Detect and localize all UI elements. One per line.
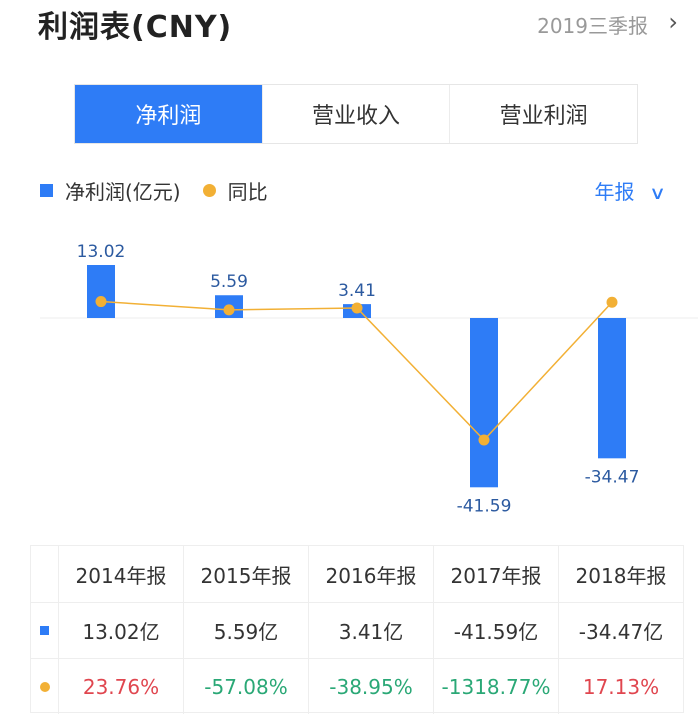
table-cell-yoy: -1318.77%	[433, 659, 558, 714]
yoy-point	[606, 296, 618, 308]
yoy-point	[351, 302, 363, 314]
bar-value-label: -34.47	[585, 467, 640, 487]
chevron-right-icon[interactable]: ›	[668, 8, 678, 36]
table-cell: 3.41亿	[308, 603, 433, 658]
legend-line-swatch	[202, 184, 216, 197]
tab-net-profit[interactable]: 净利润	[75, 85, 262, 143]
bar-value-label: -41.59	[457, 496, 512, 516]
bar-value-label: 13.02	[77, 242, 126, 262]
table-cell-yoy: -38.95%	[308, 659, 433, 714]
tab-operating-profit[interactable]: 营业利润	[449, 85, 637, 143]
table-row-net-profit: 13.02亿 5.59亿 3.41亿 -41.59亿 -34.47亿	[31, 602, 683, 658]
table-cell-yoy: 17.13%	[558, 659, 683, 714]
report-period-link[interactable]: 2019三季报	[537, 14, 648, 38]
row-marker-cell	[31, 659, 58, 714]
row-marker-cell	[31, 603, 58, 658]
table-cell: -41.59亿	[433, 603, 558, 658]
data-table: 2014年报 2015年报 2016年报 2017年报 2018年报 13.02…	[30, 545, 684, 714]
bar	[87, 265, 115, 318]
bar-value-label: 5.59	[210, 272, 248, 292]
legend-line-label: 同比	[227, 180, 268, 204]
bar-series-marker	[40, 626, 49, 635]
page-title: 利润表(CNY)	[38, 10, 233, 45]
tab-revenue[interactable]: 营业收入	[261, 85, 450, 143]
table-header-cell: 2016年报	[308, 546, 433, 602]
table-header-cell: 2018年报	[558, 546, 683, 602]
yoy-point	[478, 434, 490, 446]
table-cell: -34.47亿	[558, 603, 683, 658]
table-cell-yoy: -57.08%	[183, 659, 308, 714]
table-cell: 5.59亿	[183, 603, 308, 658]
yoy-point	[223, 304, 235, 316]
net-profit-chart: 13.02 5.59 3.41 -41.59 -34.47	[40, 242, 698, 516]
legend-bar-label: 净利润(亿元)	[65, 180, 181, 204]
table-header-cell: 2015年报	[183, 546, 308, 602]
table-header-row: 2014年报 2015年报 2016年报 2017年报 2018年报	[31, 546, 683, 602]
yoy-point	[95, 296, 107, 308]
table-row-yoy: 23.76% -57.08% -38.95% -1318.77% 17.13%	[31, 658, 683, 714]
line-series-marker	[39, 681, 50, 692]
legend-bar-swatch	[40, 184, 53, 197]
metric-tabs: 净利润 营业收入 营业利润	[74, 84, 638, 144]
bar-value-label: 3.41	[338, 281, 376, 301]
bar	[470, 318, 498, 488]
yoy-line	[100, 300, 613, 442]
header: 利润表(CNY) 2019三季报 ›	[0, 0, 698, 50]
bar	[598, 318, 626, 459]
chart-legend: 净利润(亿元) 同比	[40, 176, 268, 205]
table-cell-yoy: 23.76%	[58, 659, 183, 714]
table-header-cell: 2014年报	[58, 546, 183, 602]
table-header-cell: 2017年报	[433, 546, 558, 602]
period-dropdown-label: 年报	[594, 180, 635, 204]
chevron-down-icon: ∨	[648, 183, 666, 204]
table-corner-cell	[31, 546, 58, 602]
table-cell: 13.02亿	[58, 603, 183, 658]
period-dropdown[interactable]: 年报 ∨	[594, 176, 666, 205]
